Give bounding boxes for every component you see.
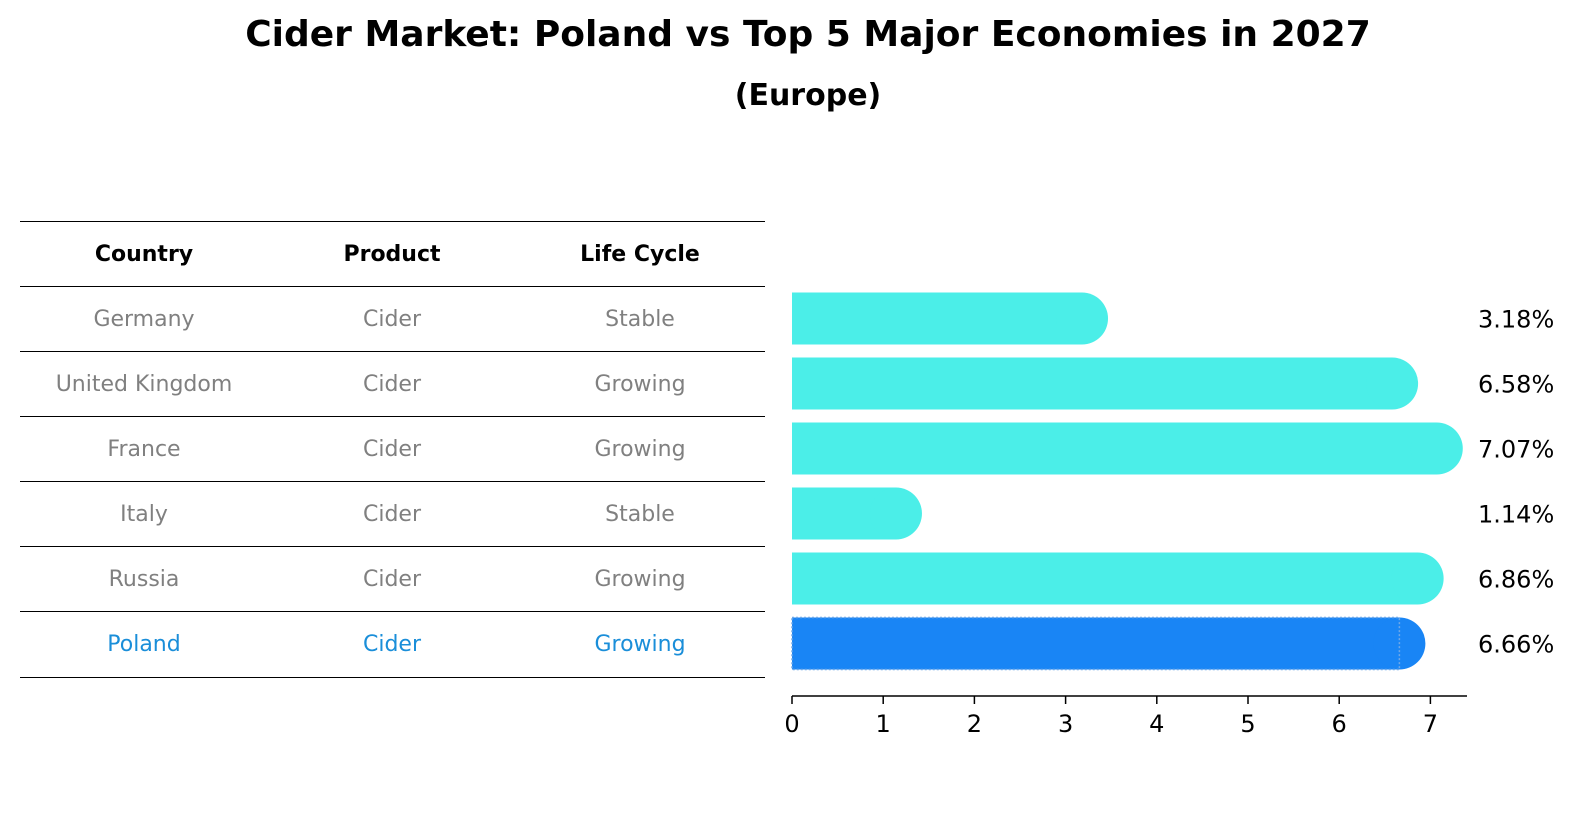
value-label: 6.86% xyxy=(1478,566,1554,594)
value-label: 3.18% xyxy=(1478,306,1554,334)
bar-russia xyxy=(792,552,1444,605)
bars-group xyxy=(791,292,1463,671)
cell-country: Germany xyxy=(93,306,195,332)
x-tick-label: 7 xyxy=(1423,710,1438,738)
bar-united-kingdom xyxy=(792,357,1419,410)
bar-body xyxy=(792,292,1083,345)
bar-poland xyxy=(791,616,1426,671)
table-row: Russia Cider Growing xyxy=(20,546,765,611)
bar-italy xyxy=(792,487,922,540)
chart-subtitle: (Europe) xyxy=(734,78,882,113)
x-tick-label: 3 xyxy=(1058,710,1073,738)
cell-product: Cider xyxy=(362,631,422,657)
table-row: France Cider Growing xyxy=(20,416,765,481)
bar-cap xyxy=(1056,292,1109,345)
table-row: United Kingdom Cider Growing xyxy=(20,351,765,416)
bar-germany xyxy=(792,292,1109,345)
header-product: Product xyxy=(343,241,441,267)
value-label: 6.66% xyxy=(1478,631,1554,659)
table-row: Germany Cider Stable xyxy=(20,286,765,351)
bar-cap xyxy=(1391,552,1444,605)
cell-product: Cider xyxy=(362,306,422,332)
bar-france xyxy=(792,422,1463,475)
table-row: Italy Cider Stable xyxy=(20,481,765,546)
cell-country: Poland xyxy=(107,631,181,657)
value-label: 7.07% xyxy=(1478,436,1554,464)
cell-country: Russia xyxy=(108,566,180,592)
cell-product: Cider xyxy=(362,566,422,592)
cell-life-cycle: Growing xyxy=(594,436,686,462)
bar-highlight-outline xyxy=(791,616,1401,671)
x-axis: 0 1 2 3 4 5 6 7 xyxy=(784,695,1467,738)
x-tick-label: 4 xyxy=(1149,710,1164,738)
cell-country: United Kingdom xyxy=(55,371,233,397)
x-tick-label: 0 xyxy=(784,710,799,738)
x-tick-label: 1 xyxy=(876,710,891,738)
value-label: 6.58% xyxy=(1478,371,1554,399)
data-table: Country Product Life Cycle Germany Cider… xyxy=(20,221,765,678)
table-header-row: Country Product Life Cycle xyxy=(20,221,765,286)
cell-life-cycle: Growing xyxy=(594,371,686,397)
cell-life-cycle: Growing xyxy=(594,631,686,657)
value-labels-group: 3.18% 6.58% 7.07% 1.14% 6.86% 6.66% xyxy=(1478,306,1554,659)
chart-title: Cider Market: Poland vs Top 5 Major Econ… xyxy=(245,14,1371,55)
cell-country: Italy xyxy=(120,501,168,527)
bar-cap xyxy=(1366,357,1419,410)
cell-product: Cider xyxy=(362,501,422,527)
cell-country: France xyxy=(107,436,181,462)
bar-body xyxy=(792,422,1437,475)
cell-life-cycle: Stable xyxy=(605,306,675,332)
cell-life-cycle: Stable xyxy=(605,501,675,527)
bar-body xyxy=(792,617,1400,670)
header-country: Country xyxy=(94,241,194,267)
cell-life-cycle: Growing xyxy=(594,566,686,592)
header-life-cycle: Life Cycle xyxy=(580,241,700,267)
x-tick-label: 2 xyxy=(967,710,982,738)
cell-product: Cider xyxy=(362,436,422,462)
bar-body xyxy=(792,552,1418,605)
table-row-highlighted: Poland Cider Growing xyxy=(20,611,765,678)
x-tick-label: 5 xyxy=(1240,710,1255,738)
x-tick-label: 6 xyxy=(1332,710,1347,738)
bar-cap xyxy=(869,487,922,540)
bar-body xyxy=(792,357,1393,410)
bar-cap xyxy=(1410,422,1463,475)
value-label: 1.14% xyxy=(1478,501,1554,529)
cell-product: Cider xyxy=(362,371,422,397)
